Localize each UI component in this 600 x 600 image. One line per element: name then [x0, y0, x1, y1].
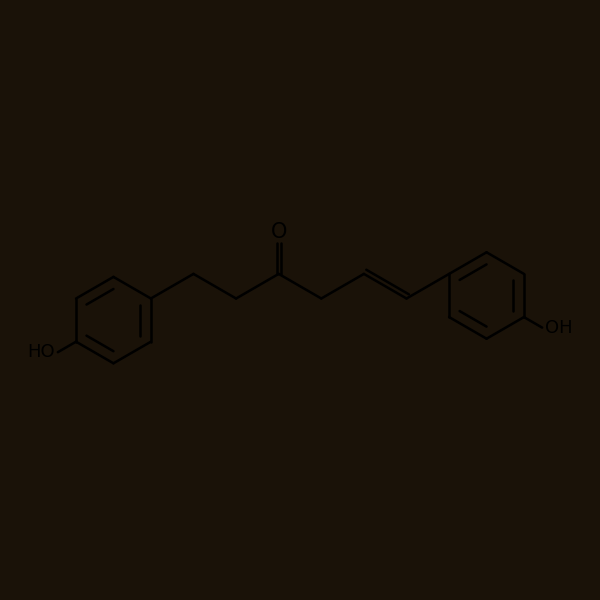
Text: O: O — [271, 223, 287, 242]
Text: HO: HO — [27, 343, 55, 361]
Text: OH: OH — [545, 319, 573, 337]
